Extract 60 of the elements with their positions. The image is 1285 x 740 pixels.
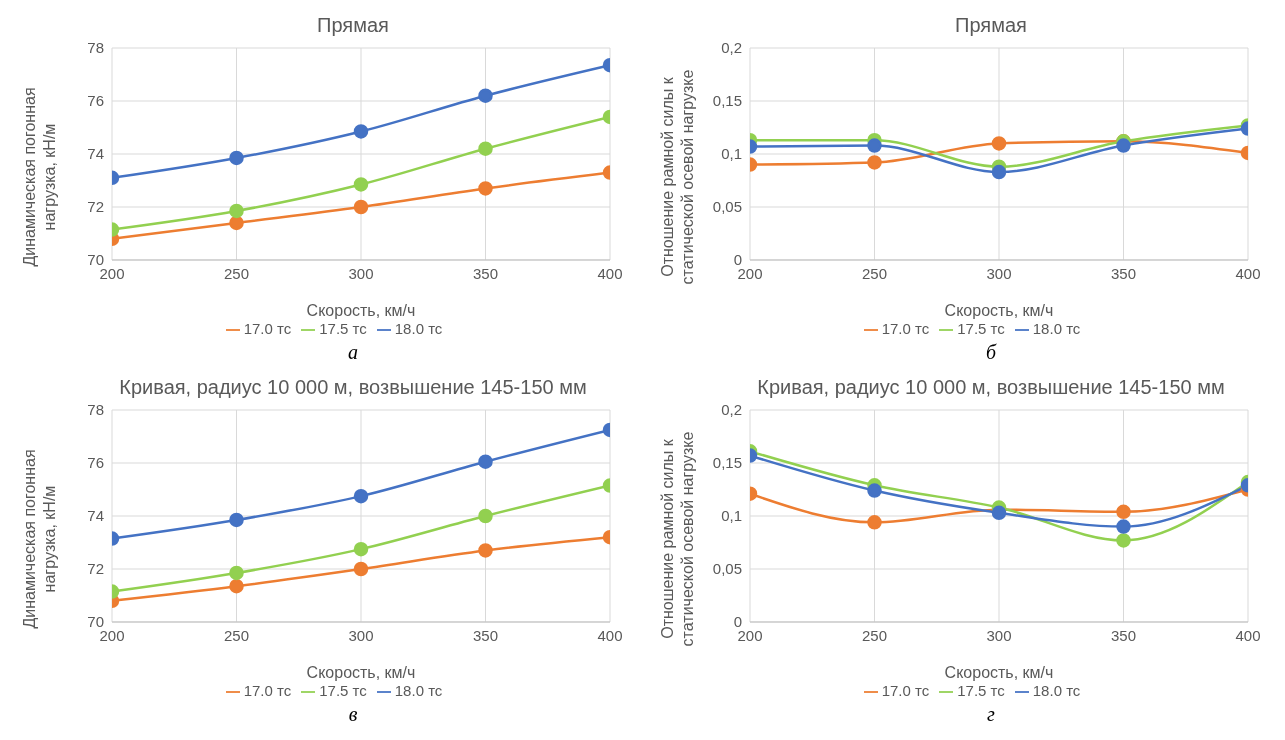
y-tick-label: 74 xyxy=(87,145,104,163)
y-tick-label: 76 xyxy=(87,454,104,472)
x-tick-label: 400 xyxy=(597,264,623,282)
legend-label: 17.0 тс xyxy=(881,320,930,337)
y-tick-label: 76 xyxy=(87,92,104,110)
x-tick-label: 350 xyxy=(1110,626,1137,644)
y-tick-label: 78 xyxy=(87,39,104,57)
legend-label: 17.0 тс xyxy=(243,682,292,699)
legend-label: 17.0 тс xyxy=(243,320,292,337)
y-tick-label: 0,2 xyxy=(721,401,742,419)
y-tick-label: 0,1 xyxy=(721,507,742,525)
x-tick-label: 350 xyxy=(472,626,499,644)
x-tick-label: 300 xyxy=(348,264,374,282)
x-tick-label: 400 xyxy=(1235,626,1261,644)
chart-title: Кривая, радиус 10 000 м, возвышение 145-150 мм xyxy=(119,376,587,398)
text: а xyxy=(347,340,359,365)
y-tick-label: 0,1 xyxy=(721,145,742,163)
x-tick-label: 300 xyxy=(986,264,1012,282)
chart-title: Прямая xyxy=(317,14,389,36)
legend-label: 17.0 тс xyxy=(881,682,930,699)
x-tick-label: 350 xyxy=(1110,264,1137,282)
y-axis-title: Отношение рамной силы к статической осевой нагрузке xyxy=(658,68,697,287)
legend-label: 17.5 тс xyxy=(319,320,367,337)
x-tick-label: 250 xyxy=(223,264,250,282)
y-tick-label: 72 xyxy=(87,560,104,578)
chart-title: Прямая xyxy=(955,14,1027,36)
x-tick-label: 400 xyxy=(1235,264,1261,282)
x-axis-title: Скорость, км/ч xyxy=(306,664,416,681)
x-tick-label: 300 xyxy=(348,626,374,644)
y-tick-label: 78 xyxy=(87,401,104,419)
y-tick-label: 0,15 xyxy=(712,454,742,472)
x-tick-label: 300 xyxy=(986,626,1012,644)
y-tick-label: 0,15 xyxy=(712,92,742,110)
y-axis-title: Динамическая погонная нагрузка, кН/м xyxy=(20,448,59,631)
y-axis-title: Отношение рамной силы к статической осевой нагрузке xyxy=(658,430,697,649)
legend-label: 18.0 тс xyxy=(394,320,443,337)
x-tick-label: 350 xyxy=(472,264,499,282)
legend-label: 17.5 тс xyxy=(957,320,1005,337)
chart-title: Кривая, радиус 10 000 м, возвышение 145-150 мм xyxy=(757,376,1225,398)
x-axis-title: Скорость, км/ч xyxy=(944,302,1054,319)
legend-label: 17.5 тс xyxy=(957,682,1005,699)
legend-label: 18.0 тс xyxy=(1032,682,1081,699)
legend-label: 18.0 тс xyxy=(1032,320,1081,337)
text: г xyxy=(986,702,996,727)
text: в xyxy=(347,702,359,727)
text: б xyxy=(984,340,998,365)
y-tick-label: 0,2 xyxy=(721,39,742,57)
x-tick-label: 250 xyxy=(861,264,888,282)
x-axis-title: Скорость, км/ч xyxy=(306,302,416,319)
y-tick-label: 72 xyxy=(87,198,104,216)
y-axis-title: Динамическая погонная нагрузка, кН/м xyxy=(20,86,59,269)
y-tick-label: 0,05 xyxy=(712,560,742,578)
legend-label: 18.0 тс xyxy=(394,682,443,699)
legend-label: 17.5 тс xyxy=(319,682,367,699)
x-tick-label: 250 xyxy=(223,626,250,644)
x-tick-label: 250 xyxy=(861,626,888,644)
y-tick-label: 0,05 xyxy=(712,198,742,216)
x-axis-title: Скорость, км/ч xyxy=(944,664,1054,681)
y-tick-label: 74 xyxy=(87,507,104,525)
x-tick-label: 400 xyxy=(597,626,623,644)
